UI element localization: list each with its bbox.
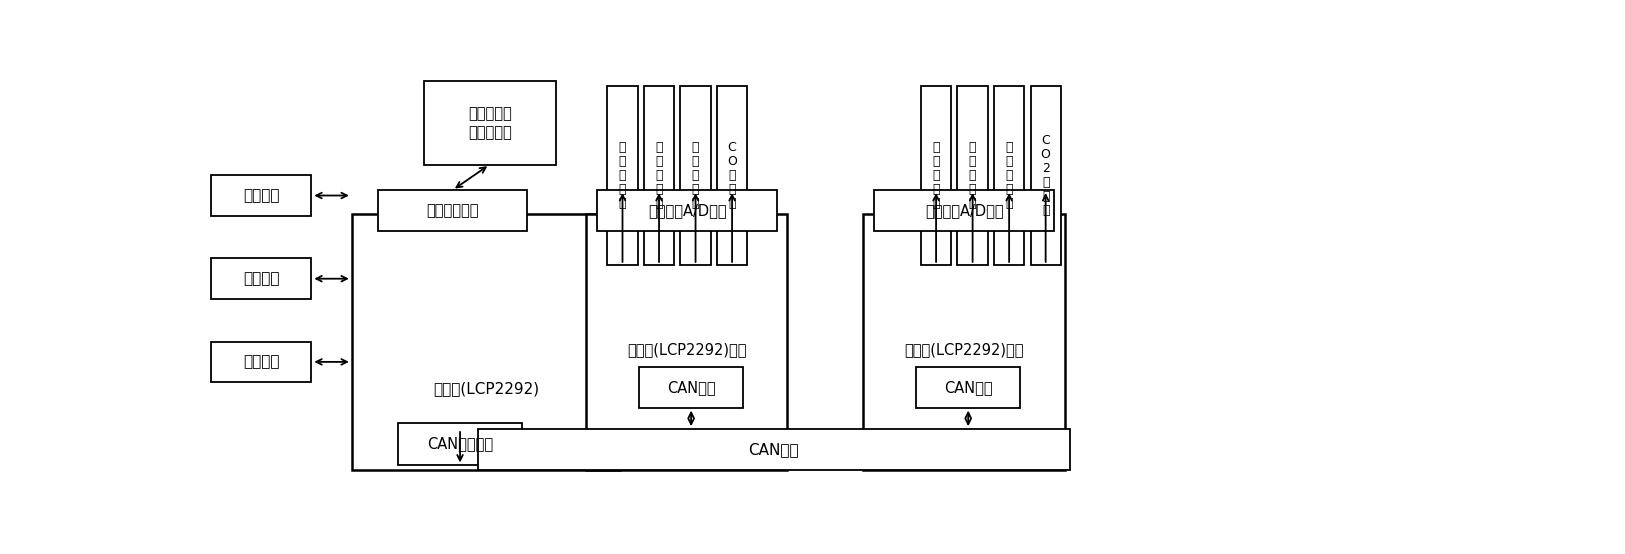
Text: 烟
雾
传
感
器: 烟 雾 传 感 器 xyxy=(1006,141,1012,210)
Bar xyxy=(639,367,743,408)
Text: CAN总线: CAN总线 xyxy=(748,442,800,457)
Bar xyxy=(863,214,1064,470)
Text: 甲
烷
传
感
器: 甲 烷 传 感 器 xyxy=(692,141,699,210)
Text: 存储模块: 存储模块 xyxy=(242,188,280,203)
Text: 液晶模块: 液晶模块 xyxy=(242,271,280,286)
Bar xyxy=(921,86,951,265)
Bar xyxy=(211,342,312,382)
Bar xyxy=(211,258,312,299)
Text: 水
位
传
感
器: 水 位 传 感 器 xyxy=(968,141,977,210)
Bar xyxy=(351,214,621,470)
Text: 数据采集A/D模块: 数据采集A/D模块 xyxy=(648,203,726,218)
Text: 数据采集A/D模块: 数据采集A/D模块 xyxy=(925,203,1004,218)
Bar xyxy=(424,81,556,165)
Bar xyxy=(717,86,748,265)
Bar xyxy=(644,86,674,265)
Text: 以太网控制器: 以太网控制器 xyxy=(426,203,479,218)
Text: 下位机(LCP2292)终端: 下位机(LCP2292)终端 xyxy=(904,343,1024,358)
Text: C
O
2
传
感
器: C O 2 传 感 器 xyxy=(1040,134,1051,217)
Bar xyxy=(478,429,1069,470)
Text: 防
盗
传
感
器: 防 盗 传 感 器 xyxy=(655,141,663,210)
Bar xyxy=(994,86,1024,265)
Bar xyxy=(681,86,710,265)
Text: 下位机(LCP2292)终端: 下位机(LCP2292)终端 xyxy=(627,343,746,358)
Bar xyxy=(587,214,788,470)
Bar xyxy=(1030,86,1061,265)
Text: 通信、信息
管理服务器: 通信、信息 管理服务器 xyxy=(468,106,512,140)
Bar xyxy=(608,86,637,265)
Bar xyxy=(398,423,522,465)
Bar xyxy=(379,190,526,230)
Bar xyxy=(598,190,777,230)
Text: CAN模块: CAN模块 xyxy=(666,380,715,395)
Bar xyxy=(916,367,1020,408)
Bar xyxy=(211,175,312,216)
Bar xyxy=(957,86,988,265)
Text: 温
度
传
感
器: 温 度 传 感 器 xyxy=(619,141,626,210)
Text: CAN控制模块: CAN控制模块 xyxy=(427,437,492,452)
Bar xyxy=(874,190,1055,230)
Text: C
O
传
感
器: C O 传 感 器 xyxy=(726,141,738,210)
Text: 防
盗
传
感
器: 防 盗 传 感 器 xyxy=(933,141,939,210)
Text: 上位机(LCP2292): 上位机(LCP2292) xyxy=(432,381,540,396)
Text: CAN模块: CAN模块 xyxy=(944,380,993,395)
Text: 键盘模块: 键盘模块 xyxy=(242,355,280,370)
